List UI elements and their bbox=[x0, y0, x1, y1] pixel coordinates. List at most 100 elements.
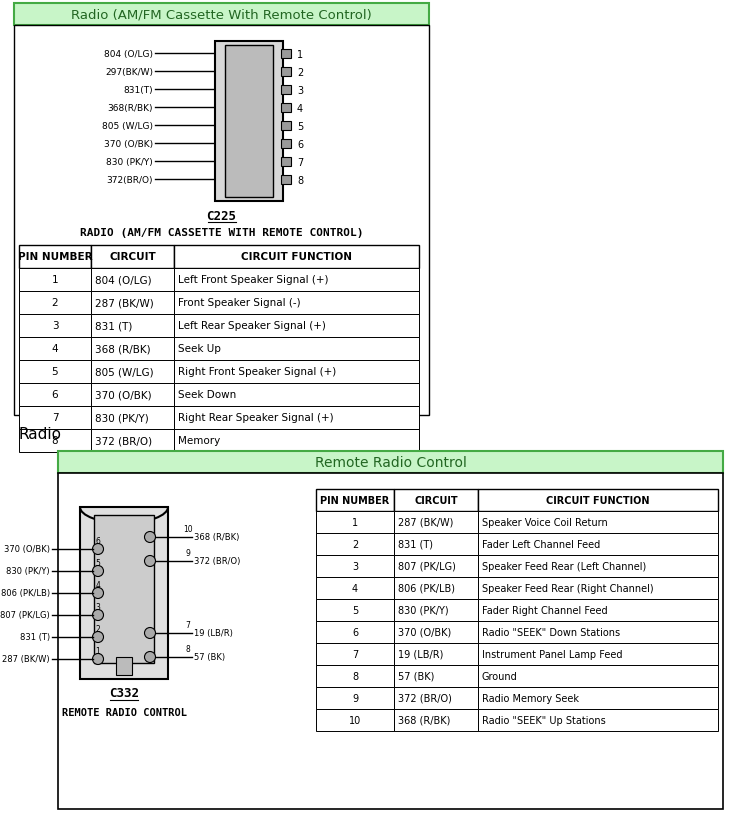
Bar bbox=[91, 383, 174, 406]
Bar bbox=[394, 643, 478, 665]
Bar bbox=[316, 665, 394, 687]
Bar bbox=[58, 451, 723, 473]
Text: 370 (O/BK): 370 (O/BK) bbox=[398, 627, 451, 637]
Text: 9: 9 bbox=[186, 549, 190, 558]
Text: 297(BK/W): 297(BK/W) bbox=[105, 67, 153, 76]
Text: 372 (BR/O): 372 (BR/O) bbox=[95, 436, 152, 446]
Bar bbox=[174, 429, 419, 452]
Bar bbox=[174, 314, 419, 337]
Text: 1: 1 bbox=[96, 647, 100, 656]
Text: CIRCUIT: CIRCUIT bbox=[414, 495, 458, 505]
Text: Speaker Feed Rear (Right Channel): Speaker Feed Rear (Right Channel) bbox=[482, 583, 654, 593]
Text: 8: 8 bbox=[352, 672, 358, 681]
Text: Right Front Speaker Signal (+): Right Front Speaker Signal (+) bbox=[178, 367, 336, 377]
Bar bbox=[478, 709, 718, 731]
Text: 372 (BR/O): 372 (BR/O) bbox=[194, 557, 240, 566]
Text: 806 (PK/LB): 806 (PK/LB) bbox=[398, 583, 455, 593]
Text: 805 (W/LG): 805 (W/LG) bbox=[102, 121, 153, 130]
Bar bbox=[478, 643, 718, 665]
Bar bbox=[478, 577, 718, 600]
Bar bbox=[394, 622, 478, 643]
Text: Radio "SEEK" Down Stations: Radio "SEEK" Down Stations bbox=[482, 627, 620, 637]
Text: CIRCUIT: CIRCUIT bbox=[109, 252, 156, 262]
Bar bbox=[19, 406, 91, 429]
Text: 7: 7 bbox=[297, 157, 303, 167]
Bar bbox=[91, 429, 174, 452]
Circle shape bbox=[144, 627, 155, 639]
Text: 807 (PK/LG): 807 (PK/LG) bbox=[398, 561, 456, 572]
Text: 287 (BK/W): 287 (BK/W) bbox=[95, 298, 154, 308]
Text: 4: 4 bbox=[297, 103, 303, 113]
Circle shape bbox=[92, 588, 103, 599]
Text: 830 (PK/Y): 830 (PK/Y) bbox=[7, 567, 50, 576]
Bar bbox=[116, 657, 132, 675]
Circle shape bbox=[92, 544, 103, 554]
Bar bbox=[19, 314, 91, 337]
Text: 2: 2 bbox=[297, 67, 303, 78]
Bar bbox=[394, 600, 478, 622]
Bar bbox=[174, 360, 419, 383]
Text: 4: 4 bbox=[52, 344, 59, 354]
Text: 6: 6 bbox=[297, 139, 303, 149]
Bar bbox=[14, 26, 429, 415]
Bar bbox=[394, 709, 478, 731]
Text: CIRCUIT FUNCTION: CIRCUIT FUNCTION bbox=[546, 495, 650, 505]
Text: 9: 9 bbox=[352, 693, 358, 704]
Text: 287 (BK/W): 287 (BK/W) bbox=[2, 654, 50, 663]
Bar bbox=[316, 577, 394, 600]
Text: Front Speaker Signal (-): Front Speaker Signal (-) bbox=[178, 298, 301, 308]
Text: 5: 5 bbox=[96, 559, 100, 568]
Text: Remote Radio Control: Remote Radio Control bbox=[315, 455, 466, 469]
Text: Fader Left Channel Feed: Fader Left Channel Feed bbox=[482, 540, 600, 550]
Circle shape bbox=[92, 610, 103, 621]
Bar bbox=[281, 140, 291, 149]
Bar bbox=[281, 122, 291, 131]
Text: 368 (R/BK): 368 (R/BK) bbox=[398, 715, 450, 725]
Bar bbox=[281, 86, 291, 95]
Text: 370 (O/BK): 370 (O/BK) bbox=[4, 545, 50, 554]
Text: 3: 3 bbox=[96, 603, 100, 612]
Text: 1: 1 bbox=[52, 275, 59, 285]
Bar bbox=[394, 533, 478, 555]
Bar bbox=[19, 383, 91, 406]
Bar bbox=[91, 269, 174, 292]
Bar bbox=[91, 406, 174, 429]
Text: Right Rear Speaker Signal (+): Right Rear Speaker Signal (+) bbox=[178, 413, 334, 423]
Text: 368 (R/BK): 368 (R/BK) bbox=[194, 533, 239, 542]
Circle shape bbox=[144, 532, 155, 543]
Text: 8: 8 bbox=[297, 175, 303, 185]
Text: CIRCUIT FUNCTION: CIRCUIT FUNCTION bbox=[241, 252, 352, 262]
Bar bbox=[478, 490, 718, 511]
Text: 7: 7 bbox=[352, 649, 358, 659]
Bar bbox=[174, 337, 419, 360]
Text: Fader Right Channel Feed: Fader Right Channel Feed bbox=[482, 605, 608, 615]
Bar bbox=[478, 600, 718, 622]
Text: 4: 4 bbox=[96, 581, 100, 590]
Text: Memory: Memory bbox=[178, 436, 220, 446]
Bar bbox=[91, 314, 174, 337]
Bar bbox=[94, 515, 154, 663]
Text: 5: 5 bbox=[52, 367, 59, 377]
Text: 370 (O/BK): 370 (O/BK) bbox=[95, 390, 152, 400]
Bar bbox=[478, 687, 718, 709]
Text: 7: 7 bbox=[52, 413, 59, 423]
Bar bbox=[174, 383, 419, 406]
Text: 831(T): 831(T) bbox=[124, 85, 153, 94]
Bar bbox=[19, 429, 91, 452]
Bar bbox=[14, 4, 429, 26]
Bar bbox=[19, 360, 91, 383]
Text: 8: 8 bbox=[186, 645, 190, 654]
Text: Seek Up: Seek Up bbox=[178, 344, 221, 354]
Text: 830 (PK/Y): 830 (PK/Y) bbox=[398, 605, 449, 615]
Bar bbox=[281, 50, 291, 59]
Bar bbox=[174, 406, 419, 429]
Text: Instrument Panel Lamp Feed: Instrument Panel Lamp Feed bbox=[482, 649, 622, 659]
Text: C332: C332 bbox=[109, 686, 139, 699]
Bar bbox=[174, 246, 419, 269]
Bar bbox=[394, 490, 478, 511]
Bar bbox=[281, 68, 291, 77]
Bar bbox=[478, 533, 718, 555]
Text: 5: 5 bbox=[352, 605, 358, 615]
Circle shape bbox=[144, 556, 155, 567]
Text: 4: 4 bbox=[352, 583, 358, 593]
